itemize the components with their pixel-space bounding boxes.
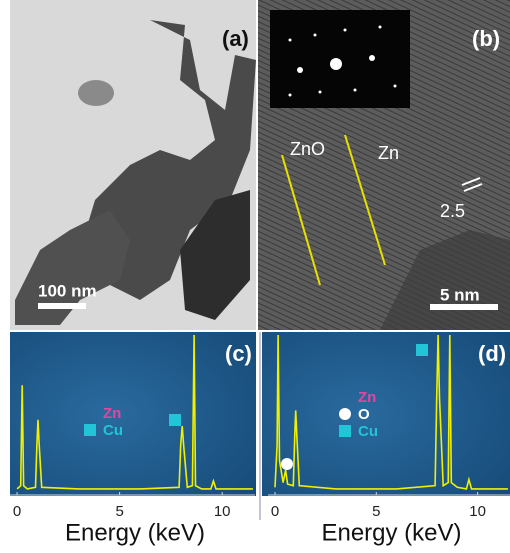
scale-bar (430, 304, 498, 310)
panel-label: (c) (225, 341, 252, 366)
scale-bar (38, 303, 86, 309)
figure: (a) 100 nm (b) ZnO Zn 2.5 5 nm 0510Energ… (0, 0, 510, 548)
legend-label: Cu (103, 422, 123, 439)
legend-label: Zn (103, 405, 121, 422)
panel-label: (d) (478, 341, 506, 366)
annotation: 2.5 (440, 201, 465, 221)
x-tick-label: 5 (372, 503, 380, 520)
annotation: Zn (378, 143, 399, 163)
annotation: ZnO (290, 139, 325, 159)
panel-label: (b) (472, 26, 500, 51)
x-tick-label: 0 (13, 503, 21, 520)
x-axis-label: Energy (keV) (321, 519, 461, 546)
x-tick-label: 0 (271, 503, 279, 520)
panel-b: (b) ZnO Zn 2.5 5 nm (258, 0, 510, 330)
x-tick-label: 10 (469, 503, 486, 520)
spectrum-bg (10, 332, 256, 496)
legend-label: Cu (358, 423, 378, 440)
scale-bar-label: 5 nm (440, 285, 480, 304)
panel-label: (a) (222, 26, 249, 51)
marker-square (169, 414, 181, 426)
x-axis-label: Energy (keV) (65, 519, 205, 546)
marker-square (339, 425, 351, 437)
marker-circle (281, 458, 293, 470)
x-tick-label: 10 (214, 503, 231, 520)
legend-label: O (358, 406, 370, 423)
legend-label: Zn (358, 389, 376, 406)
marker-square (416, 344, 428, 356)
marker-square (84, 424, 96, 436)
scale-bar-label: 100 nm (38, 281, 97, 300)
marker-circle (339, 408, 351, 420)
panel-a: (a) 100 nm (10, 0, 256, 330)
x-tick-label: 5 (115, 503, 123, 520)
